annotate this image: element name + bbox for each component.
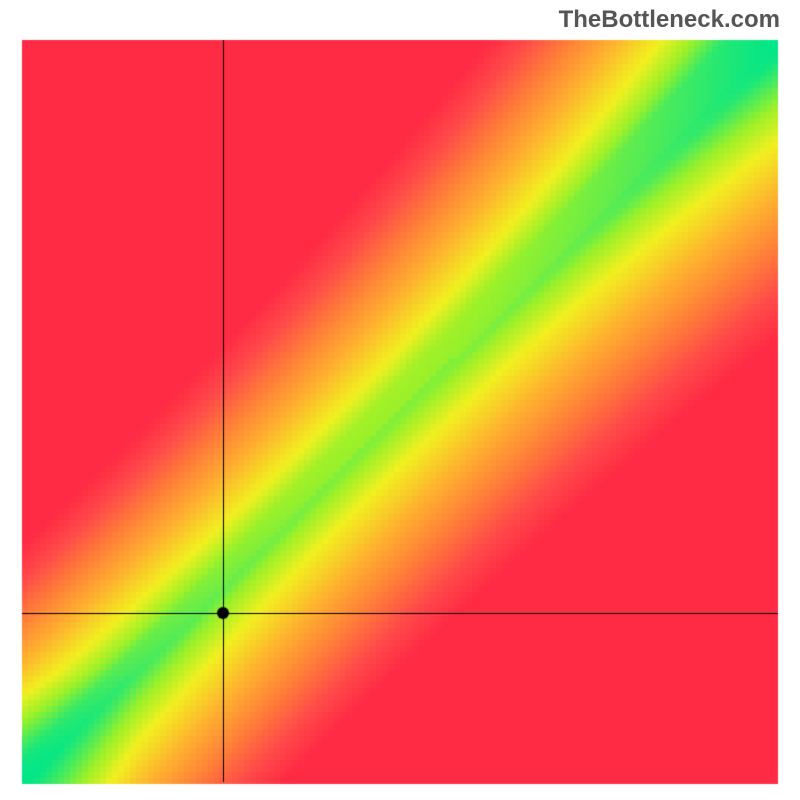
watermark-text: TheBottleneck.com xyxy=(559,6,780,34)
bottleneck-heatmap-canvas xyxy=(0,0,800,800)
chart-container: TheBottleneck.com xyxy=(0,0,800,800)
